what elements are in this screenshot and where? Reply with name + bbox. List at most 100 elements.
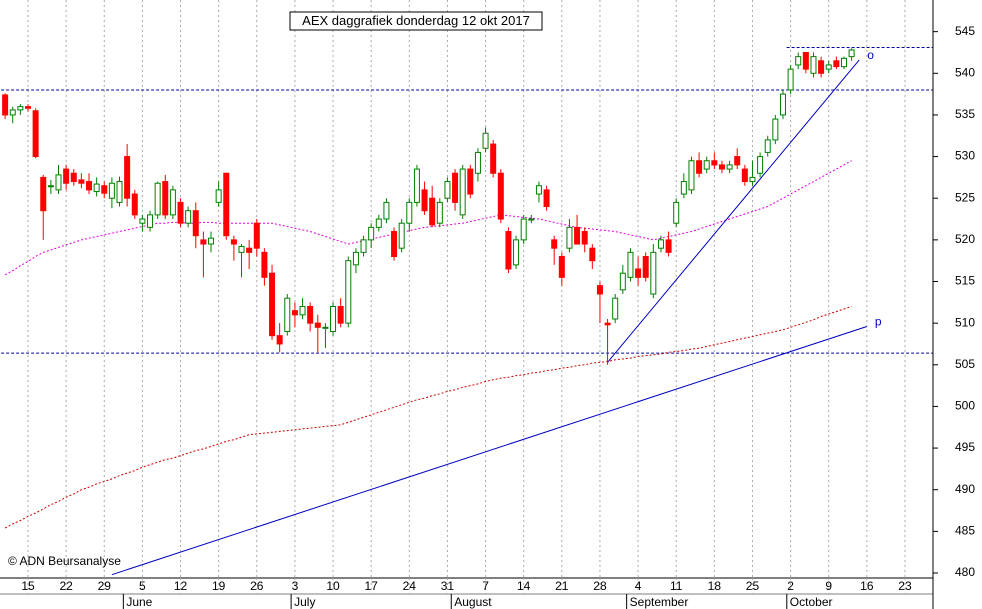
candle-body [78, 179, 85, 184]
candle-body [284, 297, 291, 332]
candle-body [642, 256, 649, 278]
candle-body [429, 197, 436, 226]
candle-body [840, 57, 847, 68]
x-tick-label: 31 [441, 579, 455, 593]
month-label: August [454, 595, 492, 609]
candle-body [330, 305, 337, 332]
x-tick-label: 5 [139, 579, 146, 593]
candle-body [604, 322, 611, 326]
y-tick-label: 495 [955, 440, 975, 454]
candle-body [192, 210, 199, 237]
candle-body [93, 183, 100, 193]
candle-body [185, 210, 192, 224]
candle-body [635, 268, 642, 278]
candle-body [47, 185, 54, 188]
candle-body [40, 176, 47, 212]
x-tick-label: 23 [898, 579, 912, 593]
y-tick-label: 515 [955, 274, 975, 288]
candle-body [360, 239, 367, 253]
candle-body [375, 218, 382, 228]
candle-body [116, 181, 123, 203]
candle-body [795, 56, 802, 66]
x-tick-label: 12 [174, 579, 188, 593]
candle-body [764, 139, 771, 153]
x-tick-label: 16 [860, 579, 874, 593]
copyright: © ADN Beursanalyse [8, 554, 121, 568]
candle-body [200, 239, 207, 245]
candle-body [154, 182, 161, 216]
candle-body [208, 237, 215, 245]
candle-body [734, 156, 741, 166]
candle-body [291, 310, 298, 316]
candle-body [680, 181, 687, 195]
x-tick-label: 28 [593, 579, 607, 593]
candle-body [657, 239, 664, 249]
candle-body [467, 168, 474, 195]
candle-body [688, 160, 695, 191]
candle-body [665, 239, 672, 253]
candle-body [25, 106, 31, 109]
candle-body [474, 151, 481, 174]
candle-body [459, 168, 466, 216]
candle-body [673, 201, 680, 224]
y-tick-label: 520 [955, 232, 975, 246]
candle-body [848, 49, 855, 58]
moving-average [4, 160, 852, 276]
candle-body [772, 118, 779, 141]
y-tick-label: 485 [955, 524, 975, 538]
candle-body [2, 94, 9, 116]
candle-body [535, 185, 542, 195]
candle-body [818, 60, 825, 74]
candle-body [825, 64, 832, 70]
candle-body [444, 181, 451, 199]
candle-body [101, 185, 108, 194]
candle-body [703, 160, 710, 170]
month-label: June [126, 595, 152, 609]
x-tick-label: 11 [670, 579, 683, 593]
candle-body [779, 93, 786, 116]
candle-body [147, 214, 154, 228]
candle-body [612, 297, 619, 320]
trendline [607, 59, 860, 363]
candle-body [269, 272, 276, 337]
x-tick-label: 3 [292, 579, 299, 593]
candle-body [131, 193, 138, 216]
candle-body [9, 109, 16, 116]
candle-body [452, 172, 459, 203]
month-label: September [630, 595, 689, 609]
x-tick-label: 15 [21, 579, 35, 593]
candle-body [497, 172, 504, 220]
candle-body [505, 231, 512, 270]
candle-body [169, 189, 176, 216]
trendline [111, 326, 868, 576]
x-tick-label: 29 [98, 579, 112, 593]
candle-body [162, 181, 169, 216]
candle-body [513, 239, 520, 266]
plot-area: po [1, 0, 933, 578]
candle-body [589, 247, 596, 262]
candle-body [307, 305, 314, 324]
candle-body [223, 172, 230, 237]
trendline-label: p [875, 315, 882, 329]
candle-body [398, 222, 405, 249]
candle-body [299, 305, 306, 316]
candle-body [581, 231, 588, 245]
candle-body [551, 239, 558, 249]
candle-body [596, 285, 603, 295]
candle-body [322, 326, 329, 329]
y-tick-label: 530 [955, 149, 975, 163]
x-tick-label: 10 [326, 579, 340, 593]
candle-body [230, 239, 237, 245]
y-tick-label: 505 [955, 357, 975, 371]
x-tick-label: 26 [250, 579, 264, 593]
candle-body [696, 160, 703, 174]
x-tick-label: 24 [403, 579, 417, 593]
y-tick-label: 525 [955, 190, 975, 204]
x-tick-label: 22 [59, 579, 73, 593]
candle-body [802, 51, 809, 70]
y-tick-label: 510 [955, 315, 975, 329]
candle-body [528, 218, 535, 221]
candle-body [757, 156, 764, 174]
